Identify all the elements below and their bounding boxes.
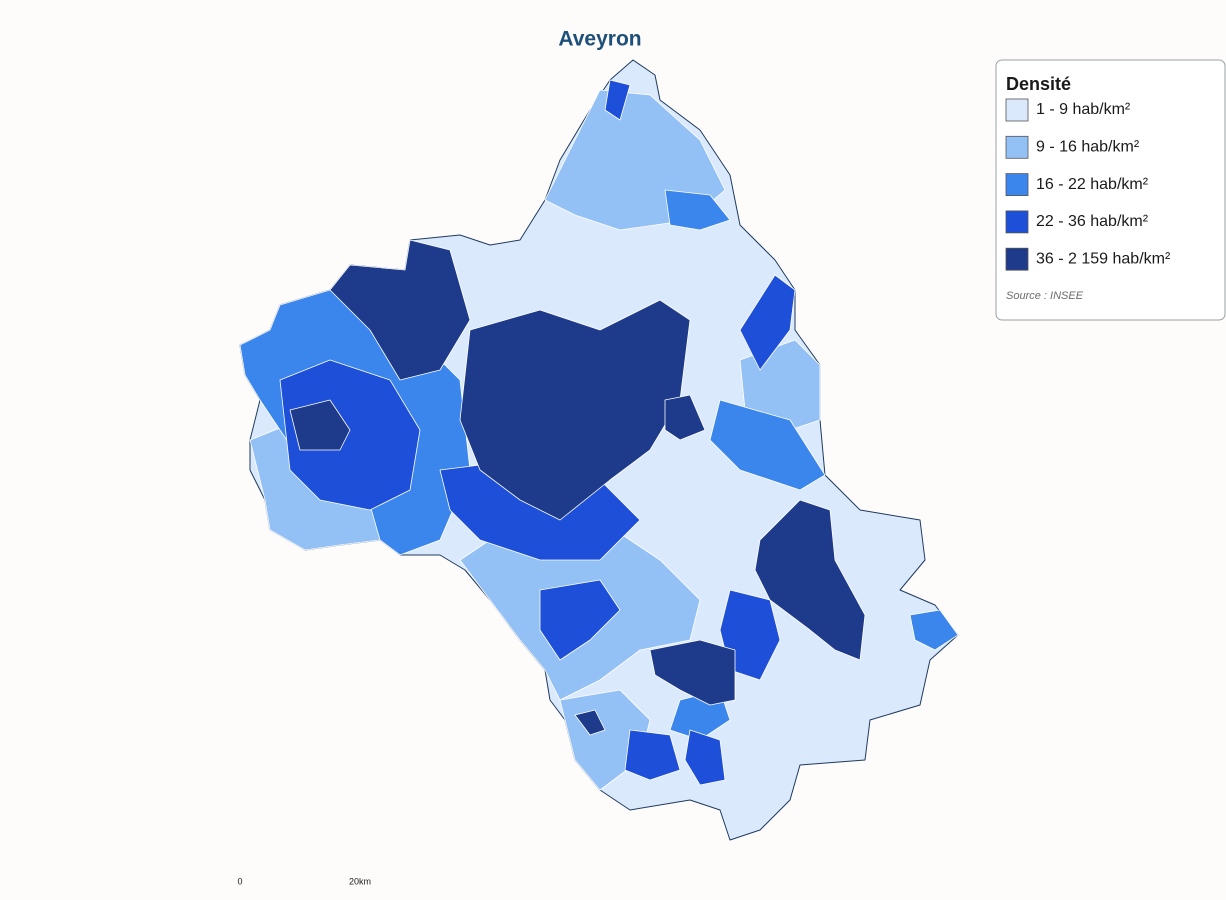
legend-swatch [1005,247,1029,271]
scale-start: 0 [237,876,242,886]
legend-label: 22 - 36 hab/km² [1036,213,1149,230]
legend-label: 16 - 22 hab/km² [1036,176,1149,193]
region [664,189,731,231]
region [709,399,826,491]
legend-swatch [1005,210,1029,234]
region [604,79,631,121]
source-note: Source : INSEE [1006,290,1084,302]
region [754,499,866,661]
region [279,359,421,511]
region [739,274,796,371]
region [649,639,736,706]
legend-label: 1 - 9 hab/km² [1036,101,1131,118]
region [574,709,606,736]
region [459,299,691,521]
legend-box [995,59,1226,321]
region [289,399,351,451]
region [329,239,471,381]
scale-end: 20km [349,876,371,886]
legend-label: 36 - 2 159 hab/km² [1036,250,1171,267]
region [624,729,681,781]
region [909,609,959,651]
legend-swatch [1005,98,1029,122]
legend-swatch [1005,173,1029,197]
map-title: Aveyron [558,28,641,51]
scale-bar: 0 20km [237,876,371,886]
legend: Densité 1 - 9 hab/km² 9 - 16 hab/km² 16 - … [995,59,1226,321]
legend-title: Densité [1006,74,1071,94]
legend-label: 9 - 16 hab/km² [1036,139,1140,156]
region [664,394,706,441]
region [684,729,726,786]
department-map [239,59,959,841]
legend-swatch [1005,135,1029,159]
region [539,579,621,661]
